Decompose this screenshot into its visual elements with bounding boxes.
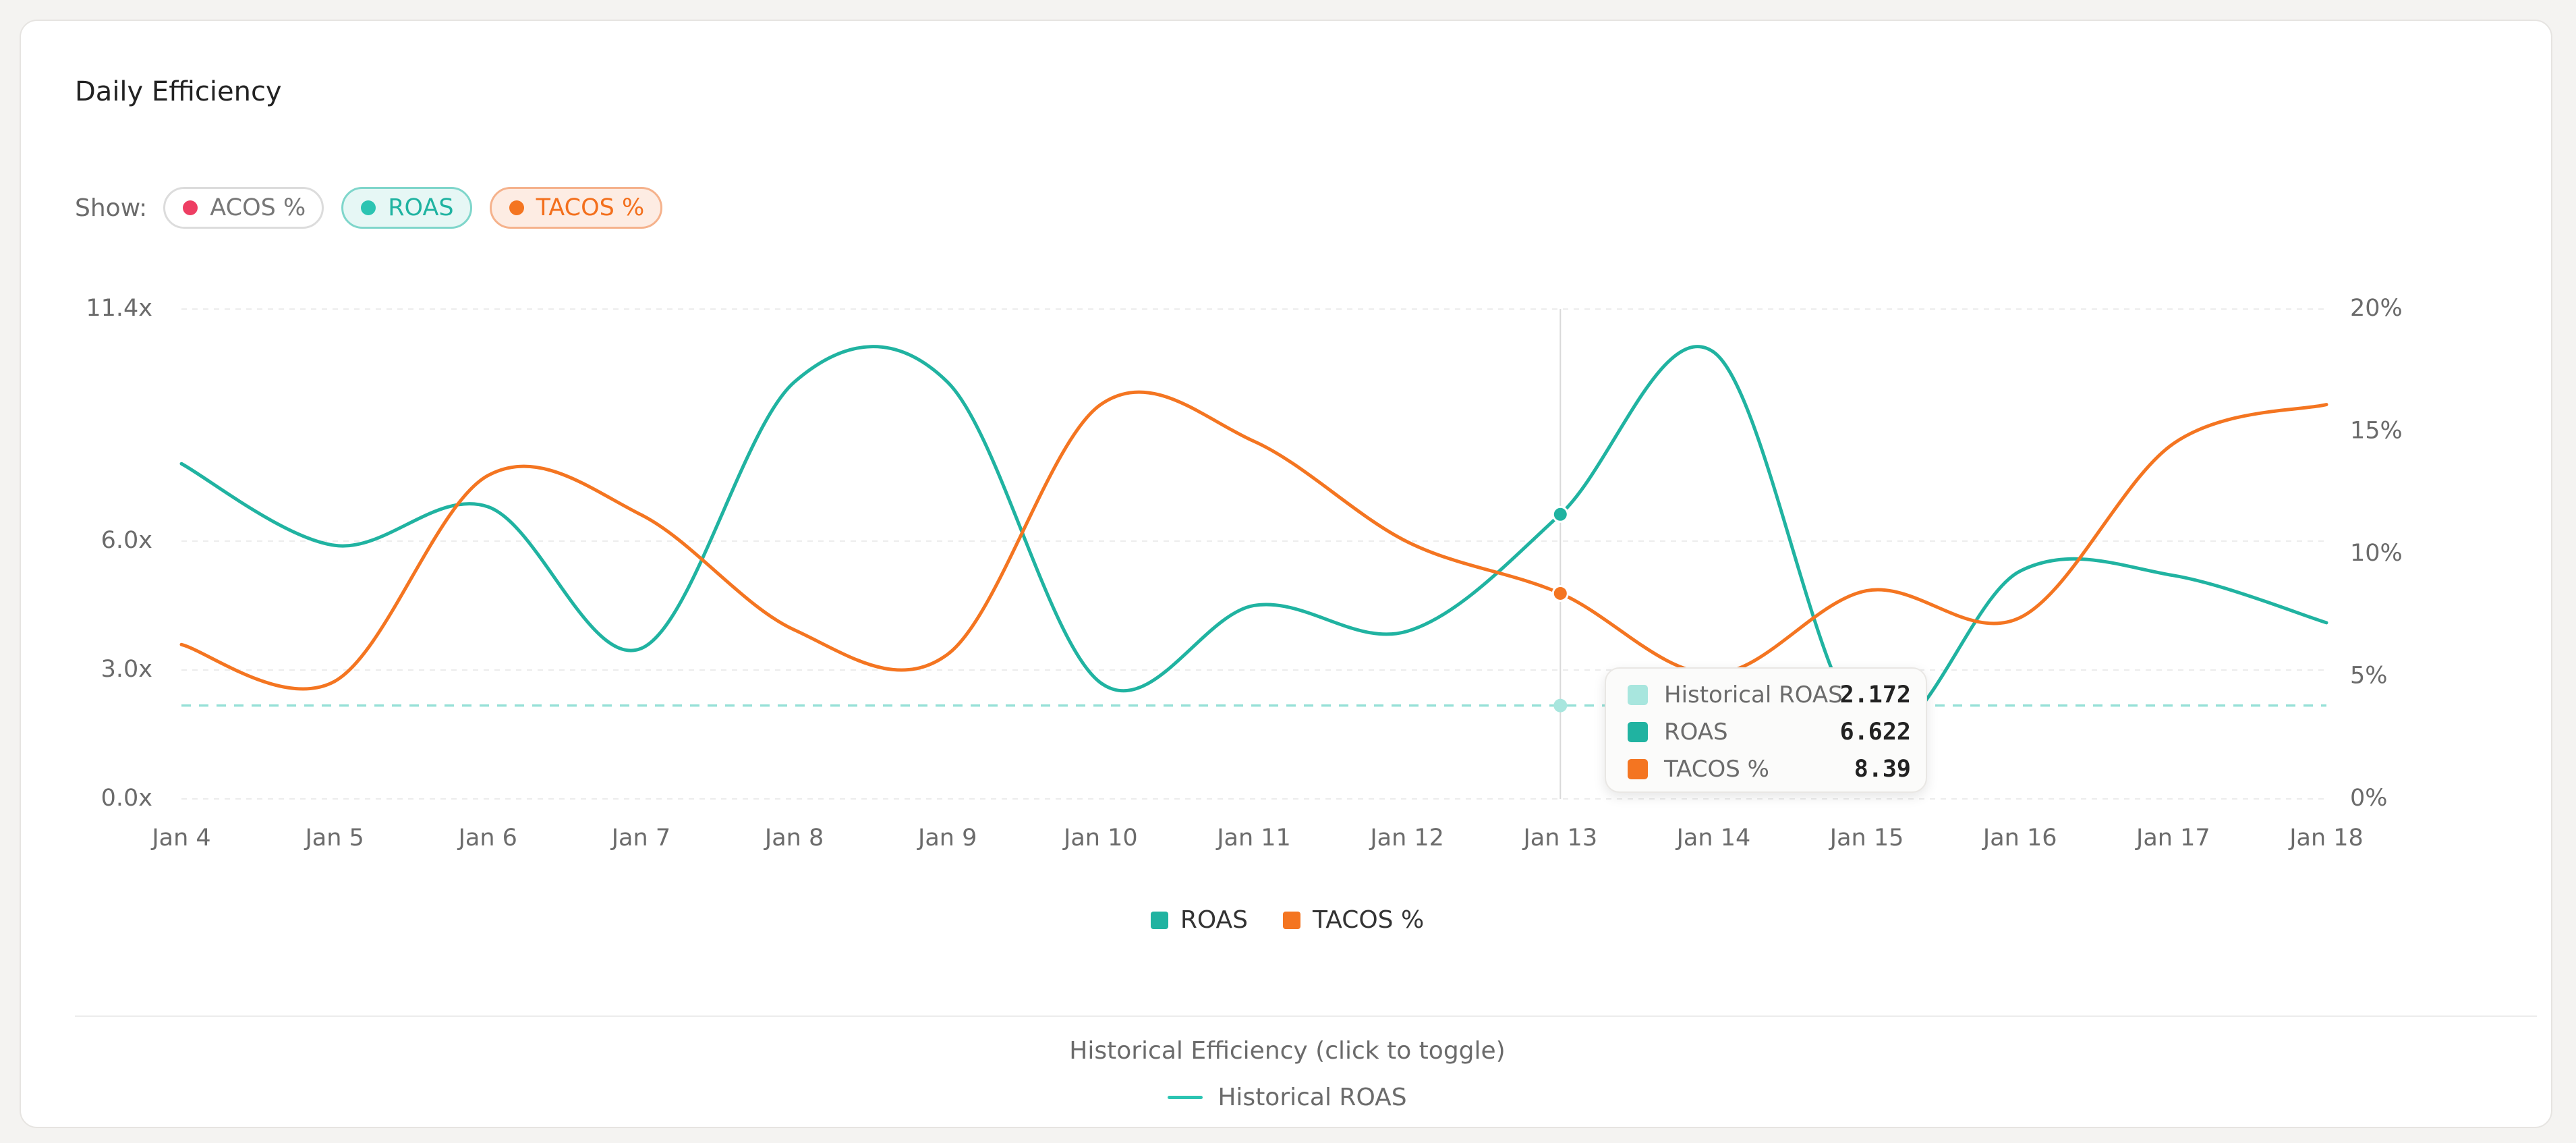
tooltip-value: 8.39 <box>1854 756 1911 783</box>
chart-tooltip: Historical ROAS 2.172 ROAS 6.622 TACOS %… <box>1605 667 1927 793</box>
efficiency-line-chart[interactable]: 0.0x 3.0x 6.0x 11.4x 0% 5% 10% 15% 20% Jan 4 Jan 5… <box>21 21 2554 898</box>
card-title: Daily Efficiency <box>75 76 282 107</box>
tacos-legend-swatch-icon <box>1283 911 1301 929</box>
x-axis-tick-label: Jan 15 <box>1829 825 1904 852</box>
tooltip-label: ROAS <box>1664 719 1728 746</box>
x-axis-tick-label: Jan 9 <box>917 825 977 852</box>
tooltip-row-roas: ROAS 6.622 <box>1628 717 1911 748</box>
x-axis-tick-label: Jan 11 <box>1215 825 1291 852</box>
x-axis-tick-label: Jan 8 <box>764 825 824 852</box>
tooltip-value: 6.622 <box>1839 719 1911 746</box>
tooltip-row-historical-roas: Historical ROAS 2.172 <box>1628 679 1911 710</box>
x-axis-tick-label: Jan 17 <box>2135 825 2210 852</box>
left-axis-tick-label: 11.4x <box>86 295 152 322</box>
x-axis-tick-label: Jan 4 <box>150 825 210 852</box>
historical-roas-toggle[interactable]: Historical ROAS <box>21 1084 2554 1111</box>
tooltip-label: Historical ROAS <box>1664 681 1843 708</box>
historical-roas-label: Historical ROAS <box>1218 1084 1407 1111</box>
tacos-dot-icon <box>509 200 524 215</box>
hover-point-tacos <box>1551 584 1569 602</box>
historical-line-icon <box>1168 1096 1203 1099</box>
series-line-tacos <box>179 390 2328 691</box>
left-axis-tick-label: 6.0x <box>101 527 152 554</box>
x-axis-tick-label: Jan 14 <box>1676 825 1751 852</box>
right-axis-tick-label: 5% <box>2350 663 2388 690</box>
roas-legend-swatch-icon <box>1150 911 1168 929</box>
x-axis-tick-label: Jan 10 <box>1062 825 1138 852</box>
historical-roas-swatch-icon <box>1628 685 1648 705</box>
right-axis-tick-label: 0% <box>2350 785 2388 812</box>
historical-efficiency-title[interactable]: Historical Efficiency (click to toggle) <box>1069 1037 1506 1065</box>
right-axis-tick-label: 15% <box>2350 418 2403 445</box>
tacos-swatch-icon <box>1628 759 1648 779</box>
toggle-chip-roas[interactable]: ROAS <box>341 187 472 229</box>
chip-label-tacos: TACOS % <box>536 194 645 221</box>
left-axis-tick-label: 3.0x <box>101 656 152 683</box>
x-axis-tick-label: Jan 16 <box>1982 825 2057 852</box>
toggle-chip-tacos[interactable]: TACOS % <box>489 187 663 229</box>
chart-legend: ROAS TACOS % <box>21 906 2554 934</box>
hover-point-roas <box>1551 505 1569 523</box>
chip-label-acos: ACOS % <box>210 194 306 221</box>
toggle-chip-acos[interactable]: ACOS % <box>163 187 324 229</box>
tooltip-label: TACOS % <box>1664 756 1769 783</box>
chip-label-roas: ROAS <box>388 194 454 221</box>
x-axis-tick-label: Jan 5 <box>304 825 364 852</box>
left-axis-tick-label: 0.0x <box>101 785 152 812</box>
x-axis-tick-label: Jan 13 <box>1522 825 1597 852</box>
right-axis-tick-label: 10% <box>2350 540 2403 567</box>
tooltip-row-tacos: TACOS % 8.39 <box>1628 754 1911 785</box>
acos-dot-icon <box>183 200 198 215</box>
legend-label: ROAS <box>1180 906 1249 934</box>
roas-swatch-icon <box>1628 722 1648 742</box>
x-axis-tick-label: Jan 18 <box>2288 825 2364 852</box>
show-label: Show: <box>75 194 148 222</box>
roas-dot-icon <box>361 200 376 215</box>
x-axis-tick-label: Jan 7 <box>610 825 670 852</box>
tooltip-value: 2.172 <box>1839 681 1911 708</box>
legend-item-roas[interactable]: ROAS <box>1150 906 1249 934</box>
chart-card: Daily Efficiency Show: ACOS % ROAS TACOS… <box>20 20 2552 1128</box>
series-toggle-row: Show: ACOS % ROAS TACOS % <box>75 184 680 231</box>
x-axis-tick-label: Jan 6 <box>457 825 517 852</box>
hover-point-historical-roas <box>1553 698 1568 713</box>
legend-item-tacos[interactable]: TACOS % <box>1283 906 1424 934</box>
x-axis-tick-label: Jan 12 <box>1369 825 1444 852</box>
legend-label: TACOS % <box>1313 906 1425 934</box>
right-axis-tick-label: 20% <box>2350 295 2403 322</box>
section-divider <box>75 1015 2537 1017</box>
